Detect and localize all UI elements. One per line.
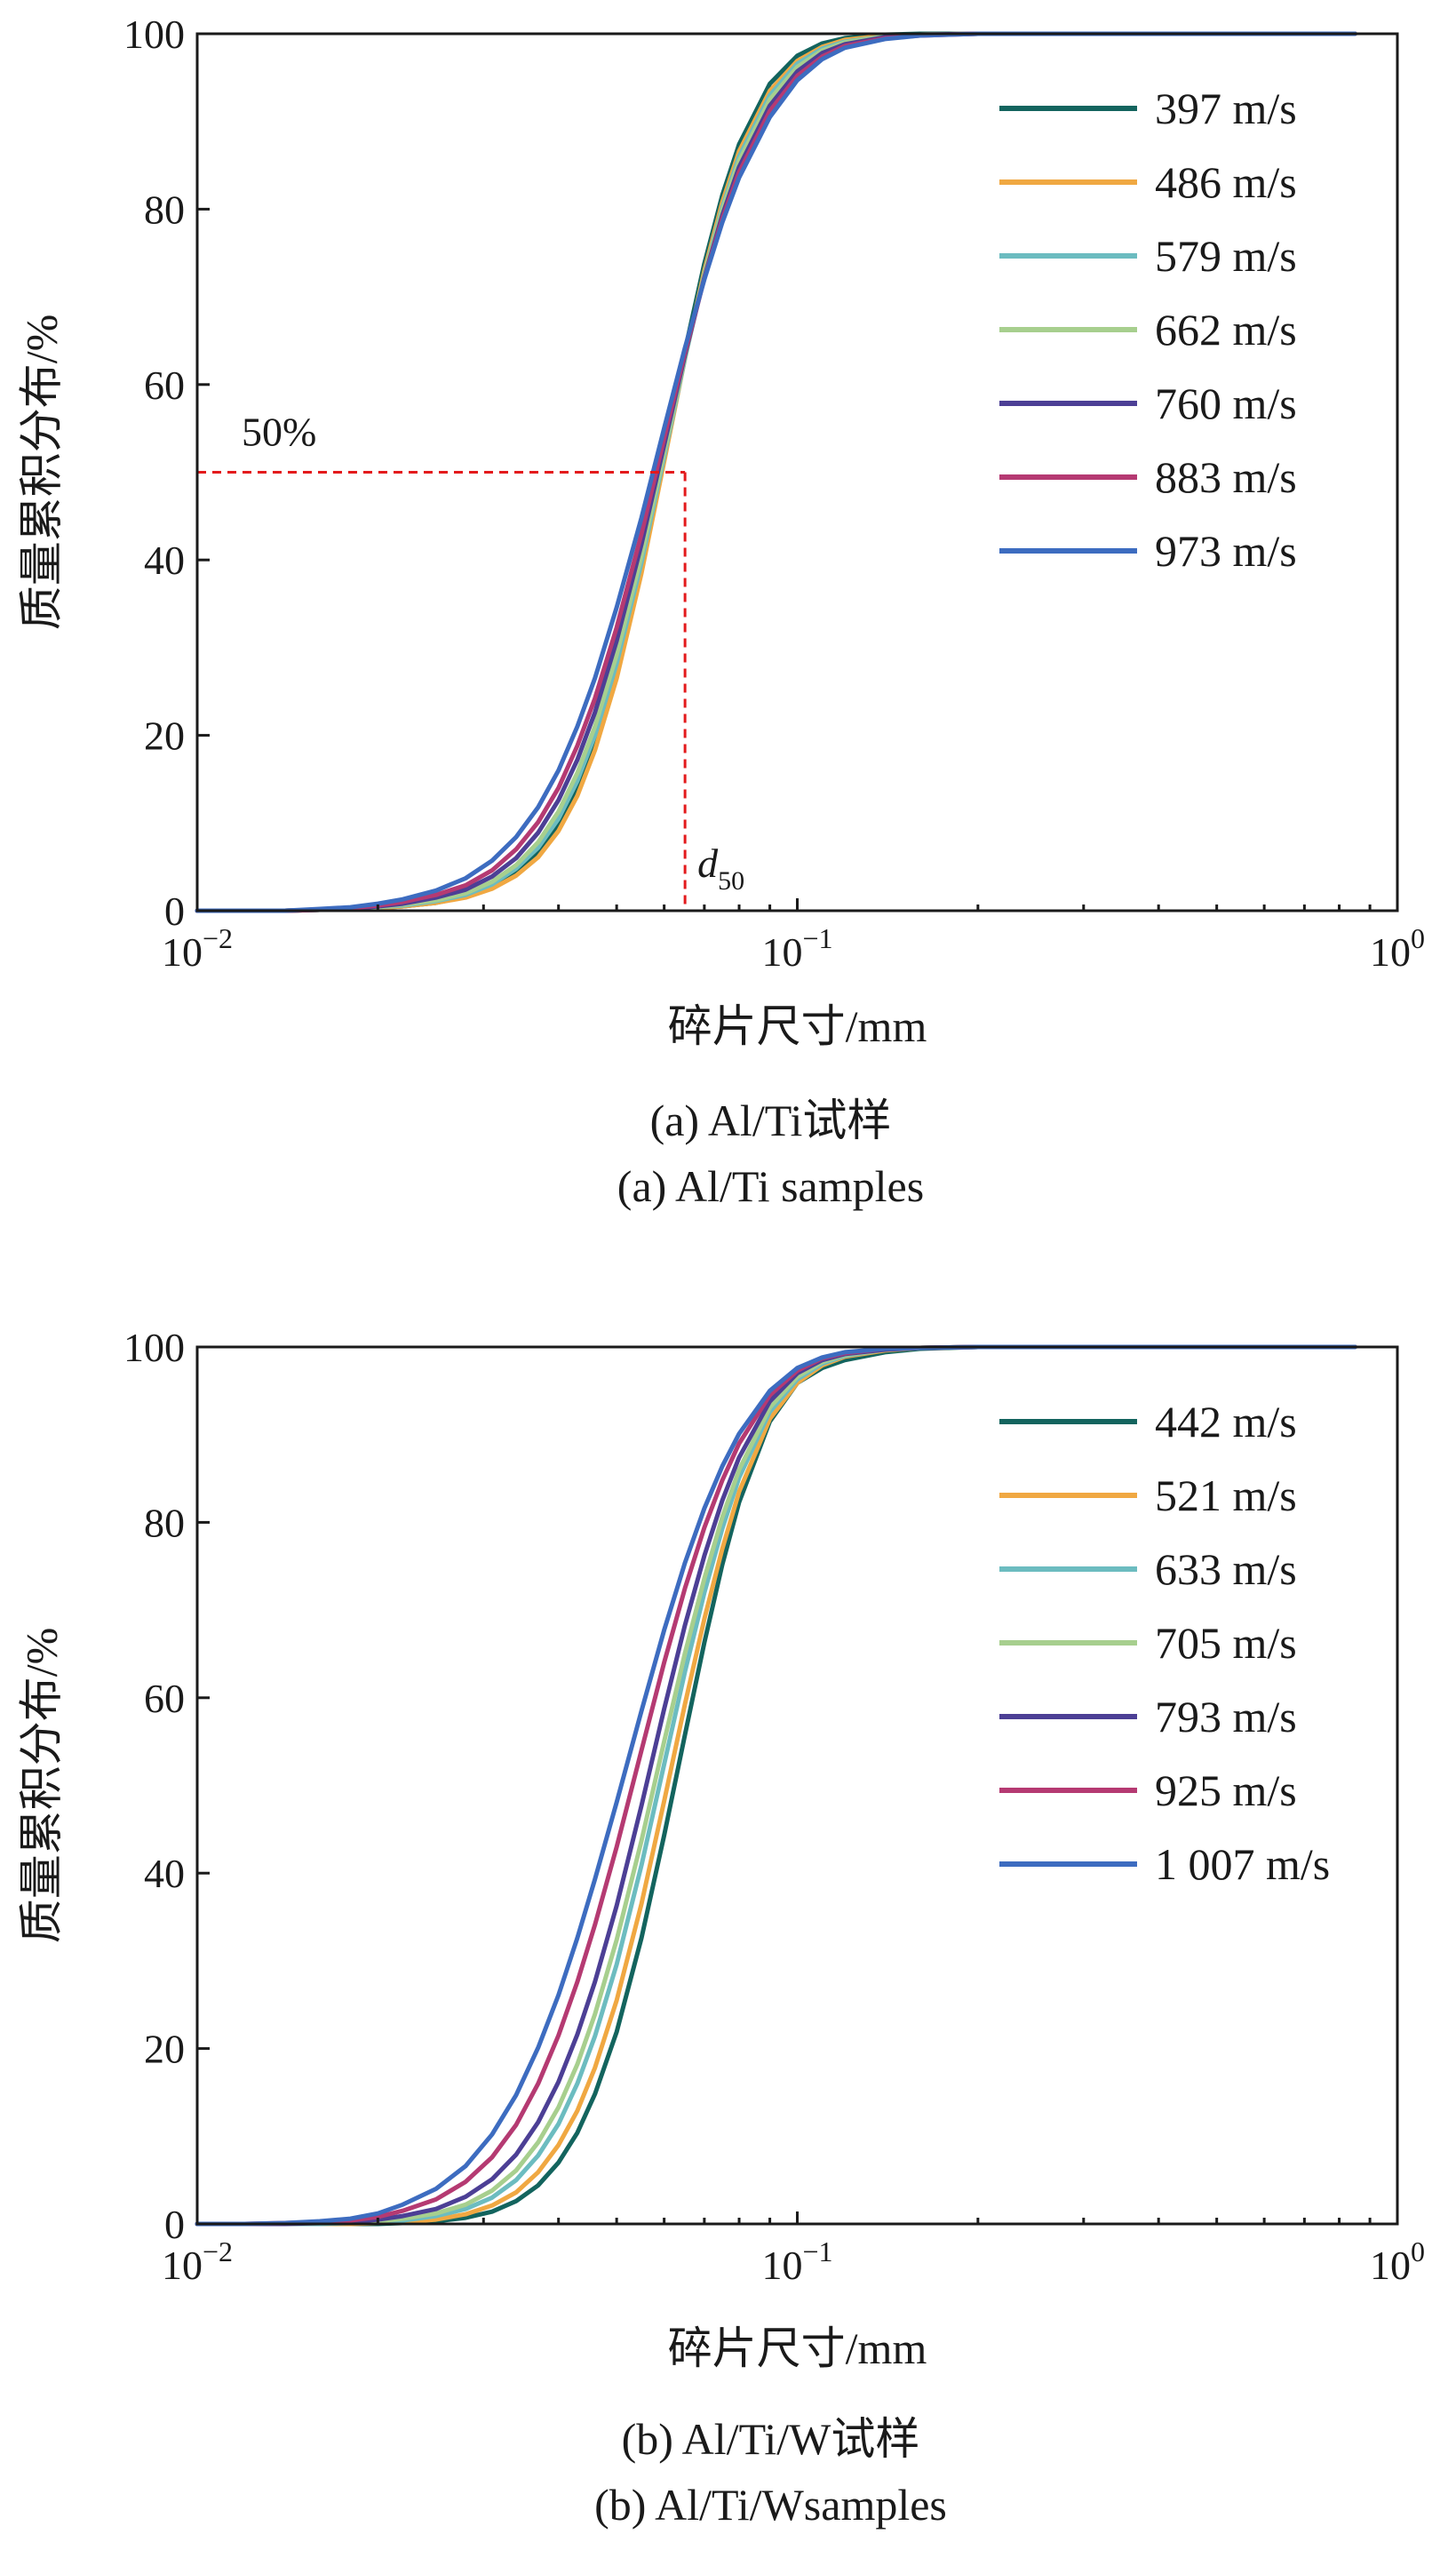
legend-label: 442 m/s — [1155, 1397, 1297, 1446]
x-tick-label-exponent: −2 — [203, 2235, 233, 2267]
annotation-d50-main: d — [697, 841, 719, 886]
x-tick-label-base: 10 — [761, 2243, 802, 2288]
x-tick-label: 100 — [1370, 2235, 1425, 2288]
annotation-d50: d50 — [697, 841, 744, 896]
x-axis-title: 碎片尺寸/mm — [668, 1001, 927, 1051]
legend-label: 973 m/s — [1155, 526, 1297, 576]
x-tick-label-base: 10 — [1370, 2243, 1411, 2288]
y-axis-title: 质量累积分布/% — [16, 1628, 66, 1944]
legend-label: 925 m/s — [1155, 1765, 1297, 1815]
x-tick-label-base: 10 — [162, 2243, 203, 2288]
x-tick-label-base: 10 — [1370, 929, 1411, 975]
legend: 442 m/s 521 m/s 633 m/s 705 m/s 793 m/s 925 m… — [999, 1397, 1330, 1889]
x-tick-label-exponent: 0 — [1411, 2235, 1425, 2267]
y-tick-label: 20 — [144, 2027, 185, 2072]
x-tick-label: 100 — [1370, 922, 1425, 975]
y-tick-label: 0 — [164, 2202, 185, 2247]
figure-caption-en: (a) Al/Ti samples — [617, 1161, 924, 1211]
annotation-50-percent: 50% — [242, 410, 316, 455]
legend-label: 883 m/s — [1155, 452, 1297, 502]
legend: 397 m/s 486 m/s 579 m/s 662 m/s 760 m/s 883 m… — [999, 84, 1297, 576]
x-tick-label: 10−2 — [162, 922, 233, 975]
x-tick-label: 10−2 — [162, 2235, 233, 2288]
series-lines — [195, 31, 1357, 913]
legend-label: 1 007 m/s — [1155, 1839, 1330, 1889]
x-tick-label-base: 10 — [162, 929, 203, 975]
legend-label: 633 m/s — [1155, 1544, 1297, 1594]
y-tick-label: 80 — [144, 187, 185, 232]
figure-caption-en: (b) Al/Ti/Wsamples — [594, 2480, 947, 2530]
y-tick-label: 60 — [144, 1676, 185, 1721]
x-tick-label-exponent: −2 — [203, 922, 233, 954]
annotation-d50-sub: 50 — [718, 866, 744, 896]
y-tick-label: 20 — [144, 713, 185, 759]
x-tick-label-exponent: 0 — [1411, 922, 1425, 954]
legend-label: 760 m/s — [1155, 379, 1297, 428]
y-tick-label: 40 — [144, 1851, 185, 1896]
figure-caption-cn: (b) Al/Ti/W试样 — [622, 2414, 920, 2464]
y-tick-label: 0 — [164, 889, 185, 934]
figure-caption-cn: (a) Al/Ti试样 — [650, 1096, 892, 1145]
x-axis-title: 碎片尺寸/mm — [668, 2323, 927, 2373]
y-tick-label: 100 — [123, 12, 185, 57]
legend-label: 662 m/s — [1155, 305, 1297, 355]
legend-label: 397 m/s — [1155, 84, 1297, 133]
y-axis-title: 质量累积分布/% — [16, 315, 66, 631]
legend-label: 486 m/s — [1155, 157, 1297, 207]
x-tick-label-exponent: −1 — [802, 922, 832, 954]
x-tick-label: 10−1 — [761, 922, 832, 975]
x-tick-label: 10−1 — [761, 2235, 832, 2288]
y-tick-label: 60 — [144, 363, 185, 408]
y-tick-label: 80 — [144, 1500, 185, 1545]
legend-label: 579 m/s — [1155, 231, 1297, 281]
legend-label: 793 m/s — [1155, 1692, 1297, 1741]
x-tick-label-exponent: −1 — [802, 2235, 832, 2267]
legend-label: 521 m/s — [1155, 1470, 1297, 1520]
legend-label: 705 m/s — [1155, 1618, 1297, 1668]
x-tick-label-base: 10 — [761, 929, 802, 975]
y-tick-label: 40 — [144, 538, 185, 583]
y-tick-label: 100 — [123, 1325, 185, 1370]
